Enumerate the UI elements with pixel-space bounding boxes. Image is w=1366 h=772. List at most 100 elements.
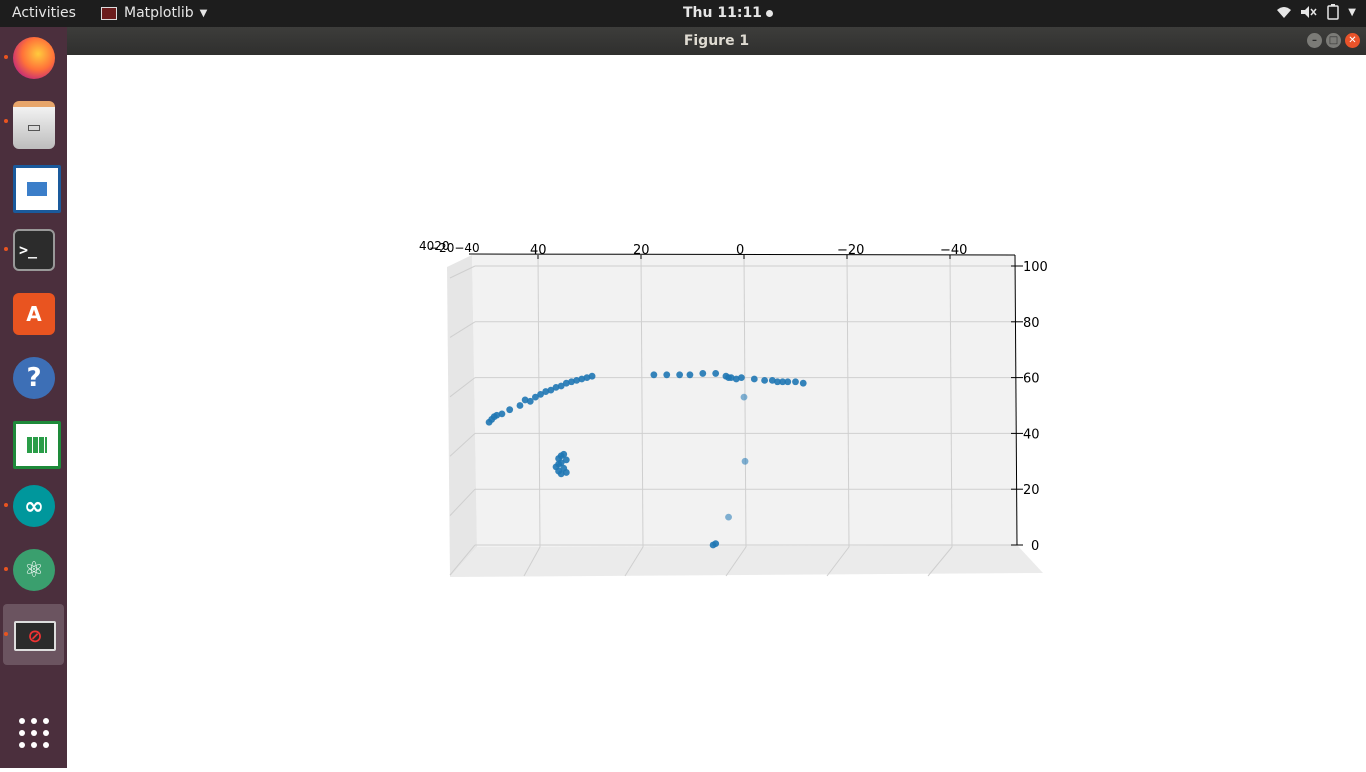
scatter-point xyxy=(552,383,560,391)
y-tick-labels-overlap: 4020 xyxy=(419,239,450,253)
dock-item-arduino[interactable]: ∞ xyxy=(3,475,64,536)
volume-muted-icon xyxy=(1301,6,1317,18)
notification-dot-icon xyxy=(765,9,773,17)
scatter-point xyxy=(792,378,799,386)
grid-line-floor xyxy=(523,546,541,577)
grid-line-x xyxy=(537,254,541,548)
scatter-point xyxy=(738,374,745,381)
window-title-bar[interactable]: Figure 1 – □ ✕ xyxy=(67,27,1366,55)
scatter-point xyxy=(562,469,570,476)
scatter-point xyxy=(557,470,565,478)
scatter-point xyxy=(547,386,555,394)
scatter-point xyxy=(560,450,568,458)
running-indicator xyxy=(4,119,8,123)
window-title: Figure 1 xyxy=(683,33,750,49)
scatter-point xyxy=(506,406,514,414)
dock-item-matplotlib[interactable]: ⊘ xyxy=(3,604,64,665)
scatter-point xyxy=(583,374,591,381)
scatter-point xyxy=(588,372,596,380)
x-tick-label: −20 xyxy=(837,243,864,258)
scatter-point xyxy=(712,370,720,377)
scatter-point xyxy=(542,388,550,395)
x-tick-label: 20 xyxy=(633,243,650,258)
shopping-bag-icon: A xyxy=(13,293,55,335)
minimize-button[interactable]: – xyxy=(1307,33,1322,48)
grid-line-side xyxy=(449,488,476,516)
show-applications-button[interactable] xyxy=(3,705,64,766)
scatter-point xyxy=(493,411,501,419)
atom-icon: ⚛ xyxy=(13,549,55,591)
dock-item-calc[interactable] xyxy=(3,411,64,472)
z-tick-label: 20 xyxy=(1023,483,1040,498)
floor-pane xyxy=(450,545,1043,577)
running-indicator xyxy=(4,55,8,59)
chevron-down-icon: ▼ xyxy=(199,7,208,19)
system-tray[interactable]: ▼ xyxy=(1276,4,1356,20)
dock-item-files[interactable] xyxy=(3,91,64,152)
grid-line-x xyxy=(949,254,953,548)
z-tick-label: 0 xyxy=(1031,539,1039,554)
scatter-point xyxy=(740,393,748,401)
scatter-point xyxy=(555,460,562,468)
grid-line-side xyxy=(449,433,476,457)
scatter-point xyxy=(768,376,776,384)
z-tick-label: 40 xyxy=(1023,427,1040,442)
spreadsheet-icon xyxy=(13,421,61,469)
scatter-point xyxy=(650,371,658,379)
scatter-point xyxy=(761,376,768,384)
scatter-point xyxy=(699,370,707,377)
grid-line-side xyxy=(449,544,476,576)
grid-line-side xyxy=(449,377,476,398)
dock-item-terminal[interactable]: >_ xyxy=(3,219,64,280)
running-indicator xyxy=(4,247,8,251)
scatter-point xyxy=(774,378,781,386)
scatter-point xyxy=(562,456,570,464)
battery-icon xyxy=(1327,4,1340,20)
clock-label: Thu 11:11 xyxy=(683,5,762,21)
running-indicator xyxy=(4,503,8,507)
scatter-point xyxy=(526,397,534,405)
dock-item-software[interactable]: A xyxy=(3,283,64,344)
dock-item-writer[interactable] xyxy=(3,155,64,216)
scatter-point xyxy=(537,390,544,398)
scatter-point xyxy=(516,402,524,409)
chevron-down-icon: ▼ xyxy=(1348,6,1356,18)
no-entry-window-icon: ⊘ xyxy=(14,621,56,651)
x-tick-label: −40 xyxy=(940,243,967,258)
scatter-point xyxy=(562,379,570,387)
scatter-point xyxy=(568,378,575,386)
scatter-point xyxy=(732,375,740,383)
clock[interactable]: Thu 11:11 xyxy=(683,5,773,21)
scatter-point xyxy=(779,378,787,386)
help-icon: ? xyxy=(13,357,55,399)
z-tick-label: 60 xyxy=(1023,372,1040,387)
dock-item-help[interactable]: ? xyxy=(3,347,64,408)
dock-item-atom[interactable]: ⚛ xyxy=(3,539,64,600)
scatter-point xyxy=(557,382,565,390)
wifi-icon xyxy=(1277,7,1292,18)
grid-line-floor xyxy=(826,546,850,577)
z-tick-label: 80 xyxy=(1023,316,1040,331)
app-grid-icon xyxy=(19,718,49,748)
grid-line-floor xyxy=(624,546,644,577)
grid-line-floor xyxy=(927,546,953,577)
figure-canvas[interactable]: 40 20 0 −20 −40 100 80 60 40 20 0 4020 −20−40 xyxy=(67,55,1366,768)
scatter-point xyxy=(725,513,732,521)
maximize-button[interactable]: □ xyxy=(1326,33,1341,48)
dock-item-firefox[interactable] xyxy=(3,27,64,88)
scatter-point xyxy=(686,371,694,379)
file-cabinet-icon xyxy=(13,101,55,149)
close-button[interactable]: ✕ xyxy=(1345,33,1360,48)
document-icon xyxy=(13,165,61,213)
app-menu-label: Matplotlib xyxy=(124,5,194,21)
scatter-point xyxy=(676,371,684,379)
y-tick-labels-overlap-2: −20−40 xyxy=(429,241,480,255)
scatter-point xyxy=(750,375,758,383)
app-menu[interactable]: Matplotlib ▼ xyxy=(101,5,207,21)
activities-button[interactable]: Activities xyxy=(12,5,76,21)
z-tick-label: 100 xyxy=(1023,260,1048,275)
grid-line-side xyxy=(449,265,476,279)
scatter-point xyxy=(578,375,586,383)
dock: >_ A ? ∞ ⚛ ⊘ xyxy=(0,27,67,768)
